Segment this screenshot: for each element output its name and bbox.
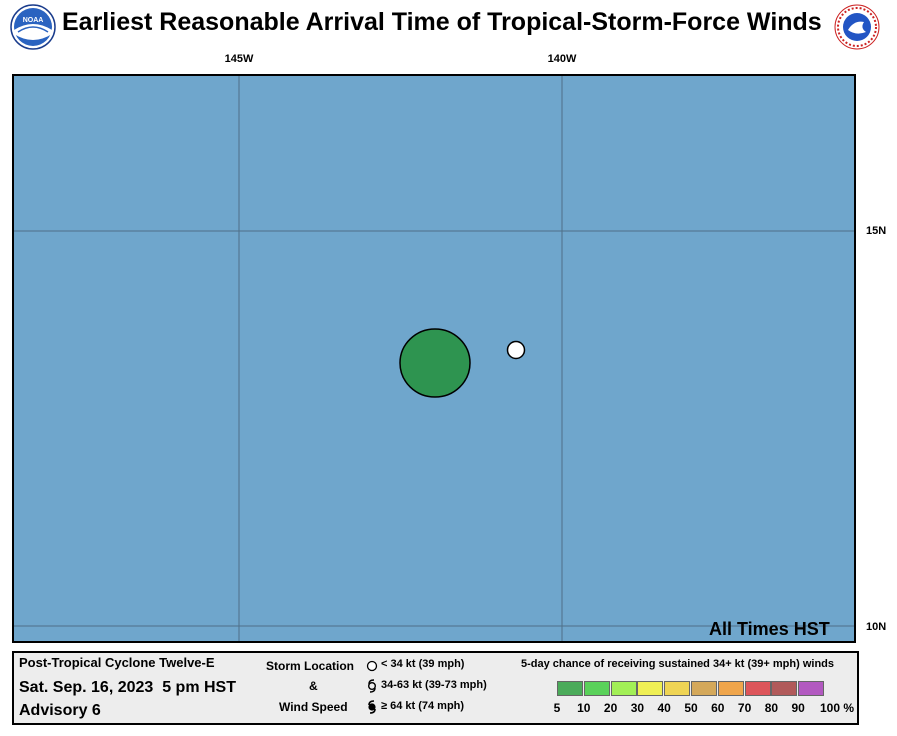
longitude-label-140w: 140W: [547, 53, 577, 65]
probability-swatch: [691, 681, 717, 696]
storm-name: Post-Tropical Cyclone Twelve-E: [19, 655, 215, 670]
nws-logo-icon: [834, 4, 880, 50]
advisory-datetime: Sat. Sep. 16, 2023 5 pm HST: [19, 679, 236, 696]
probability-swatch: [610, 681, 637, 696]
probability-label: 10: [577, 701, 591, 715]
probability-swatch: [771, 681, 798, 696]
probability-label: 60: [711, 701, 725, 715]
probability-label: 80: [764, 701, 779, 715]
storm-legend-label: 34-63 kt (39-73 mph): [381, 679, 487, 691]
probability-label: 100 %: [819, 701, 855, 715]
probability-swatch: [664, 681, 691, 696]
latitude-label-10n: 10N: [866, 621, 887, 633]
legend-panel: Post-Tropical Cyclone Twelve-E Sat. Sep.…: [12, 651, 859, 725]
probability-label: 20: [603, 701, 618, 715]
time-zone-note: All Times HST: [709, 619, 830, 639]
probability-label: 90: [791, 701, 805, 715]
storm-legend-title: Storm Location: [266, 659, 355, 673]
arrival-area: [399, 328, 471, 398]
probability-label: 50: [684, 701, 698, 715]
storm-legend-label: ≥ 64 kt (74 mph): [381, 700, 465, 712]
page-title: Earliest Reasonable Arrival Time of Trop…: [62, 8, 822, 36]
probability-swatch: [637, 681, 664, 696]
probability-label: 30: [630, 701, 645, 715]
svg-text:NOAA: NOAA: [23, 17, 44, 24]
probability-swatch: [557, 681, 583, 696]
probability-swatch: [583, 681, 610, 696]
tropical-storm-icon: [366, 679, 378, 693]
open-circle-icon: [366, 659, 378, 672]
latitude-label-15n: 15N: [866, 225, 887, 237]
probability-label: 70: [737, 701, 752, 715]
probability-label: 5: [553, 701, 561, 715]
storm-legend-label: < 34 kt (39 mph): [381, 658, 465, 670]
probability-swatch: [744, 681, 771, 696]
probability-legend-title: 5-day chance of receiving sustained 34+ …: [521, 658, 834, 670]
map-panel[interactable]: [12, 74, 856, 643]
storm-center-icon: [506, 340, 526, 360]
longitude-label-145w: 145W: [224, 53, 254, 65]
storm-legend-ampersand: &: [309, 679, 318, 693]
noaa-logo-icon: NOAA: [10, 4, 56, 50]
advisory-number: Advisory 6: [19, 702, 101, 719]
hurricane-icon: [366, 700, 378, 714]
storm-legend-subtitle: Wind Speed: [279, 700, 348, 714]
probability-swatch: [798, 681, 825, 696]
probability-label: 40: [657, 701, 671, 715]
probability-swatch: [717, 681, 744, 696]
